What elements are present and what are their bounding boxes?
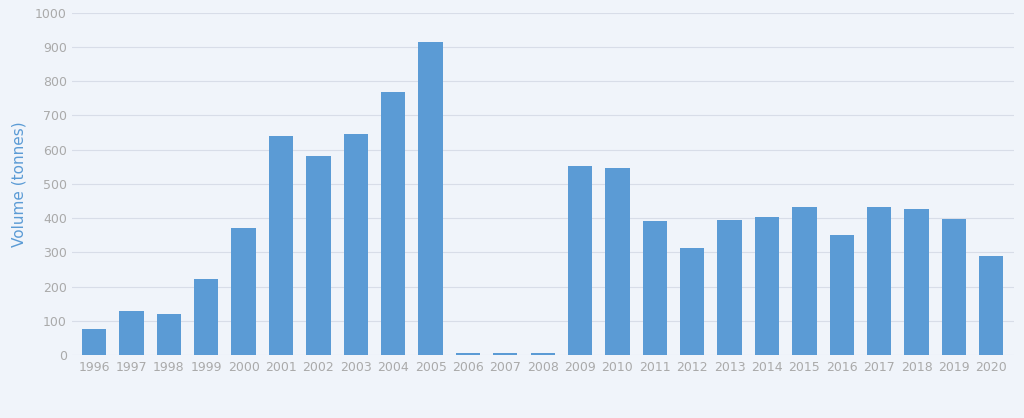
Bar (680, 248, 705, 355)
Bar (157, 314, 181, 355)
Bar (456, 352, 480, 355)
Y-axis label: Volume (tonnes): Volume (tonnes) (11, 121, 27, 247)
Bar (269, 136, 293, 355)
Bar (381, 92, 406, 355)
Bar (568, 166, 592, 355)
Bar (306, 156, 331, 355)
Bar (82, 329, 106, 355)
Bar (942, 219, 966, 355)
Bar (195, 279, 218, 355)
Bar (231, 229, 256, 355)
Bar (494, 352, 517, 355)
Bar (904, 209, 929, 355)
Bar (605, 168, 630, 355)
Bar (643, 221, 667, 355)
Bar (979, 255, 1004, 355)
Bar (530, 352, 555, 355)
Bar (344, 134, 368, 355)
Bar (829, 234, 854, 355)
Bar (755, 217, 779, 355)
Bar (120, 311, 143, 355)
Bar (419, 42, 442, 355)
Bar (718, 219, 741, 355)
Bar (793, 207, 816, 355)
Bar (867, 207, 891, 355)
